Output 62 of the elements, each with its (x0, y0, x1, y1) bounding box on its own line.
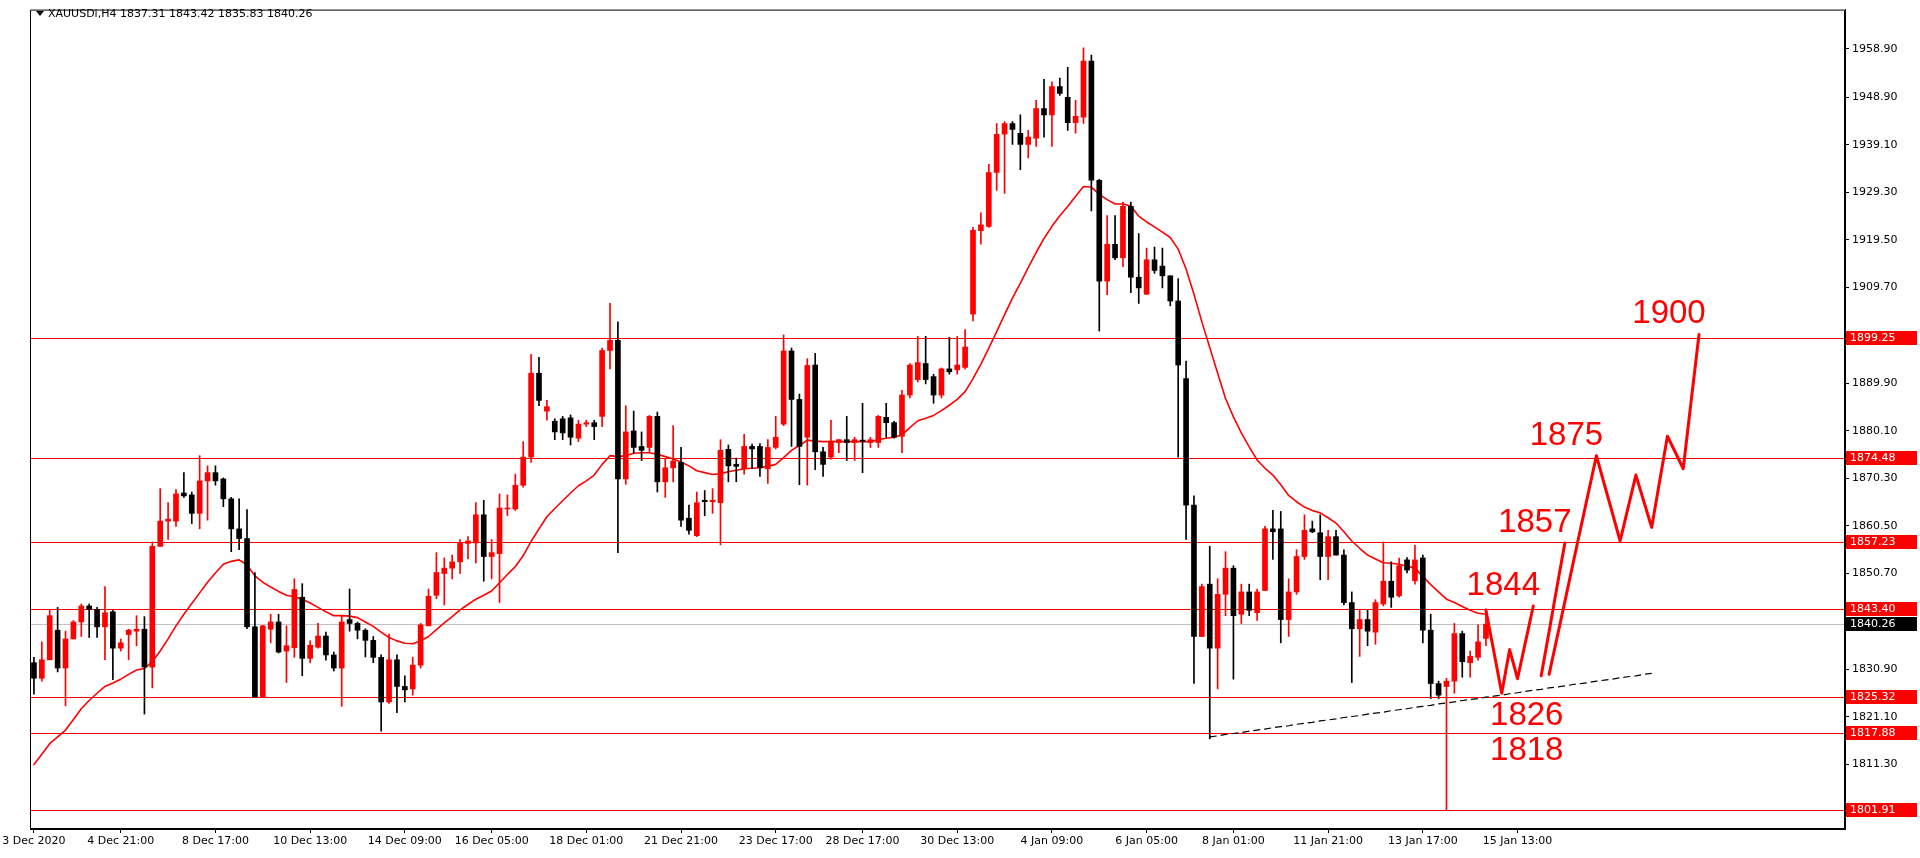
annotation: 1818 (1490, 729, 1564, 767)
x-tick-label: 3 Dec 2020 (2, 834, 66, 848)
y-tick-label: 1870.30 (1852, 471, 1898, 485)
candlestick (544, 400, 550, 421)
x-tick-label: 4 Dec 21:00 (87, 834, 155, 848)
x-tick-label: 8 Dec 17:00 (181, 834, 249, 848)
candlestick (1135, 233, 1142, 304)
y-tick-label: 1919.50 (1852, 232, 1898, 246)
ref-line-label: 1874.48 (1850, 451, 1896, 465)
candlestick (402, 675, 408, 703)
x-tick-label: 8 Jan 01:00 (1202, 834, 1265, 848)
y-tick-label: 1830.90 (1852, 662, 1898, 676)
candlestick (591, 419, 598, 440)
data-label: 1875 (1529, 414, 1604, 452)
candlestick (733, 457, 740, 483)
x-tick-label: 13 Jan 17:00 (1387, 834, 1458, 848)
ref-line-label: 1817.88 (1850, 726, 1896, 740)
ref-line-label: 1825.32 (1850, 690, 1896, 704)
candlestick (1041, 79, 1047, 138)
candlestick (441, 557, 448, 606)
candlestick (978, 212, 984, 245)
x-tick-label: 15 Jan 13:00 (1482, 834, 1553, 848)
y-tick-label: 1850.70 (1852, 566, 1898, 580)
data-label: 1844 (1466, 564, 1540, 602)
x-tick-label: 11 Jan 21:00 (1293, 834, 1363, 848)
ref-line-label: 1843.40 (1850, 602, 1896, 616)
y-tick-label: 1889.90 (1852, 376, 1898, 390)
ref-line-label: 1899.25 (1850, 331, 1896, 345)
ref-line-label: 1840.26 (1850, 617, 1896, 631)
x-tick-label: 28 Dec 17:00 (825, 834, 900, 848)
candlestick (181, 472, 187, 498)
y-tick-label: 1948.90 (1852, 90, 1898, 104)
x-tick-label: 10 Dec 13:00 (273, 834, 348, 848)
x-tick-label: 23 Dec 17:00 (738, 834, 813, 848)
candlestick (749, 443, 755, 470)
x-tick-label: 14 Dec 09:00 (367, 834, 442, 848)
y-tick-label: 1958.90 (1852, 41, 1898, 55)
y-tick-label: 1821.10 (1852, 709, 1898, 723)
data-label: 1857 (1498, 501, 1572, 539)
candlestick (236, 498, 242, 551)
x-tick-label: 16 Dec 05:00 (454, 834, 529, 848)
candlestick (883, 402, 890, 438)
y-tick-label: 1909.70 (1852, 280, 1898, 294)
x-tick-label: 4 Jan 09:00 (1020, 834, 1084, 848)
data-label: 1826 (1490, 694, 1564, 732)
x-tick-label: 21 Dec 21:00 (644, 834, 719, 848)
x-tick-label: 18 Dec 01:00 (549, 834, 624, 848)
ref-line-label: 1801.91 (1850, 803, 1896, 817)
y-tick-label: 1939.10 (1852, 137, 1898, 151)
candlestick (1270, 510, 1276, 560)
candlestick (701, 490, 708, 517)
x-tick-label: 6 Jan 05:00 (1115, 834, 1178, 848)
x-tick-label: 30 Dec 13:00 (920, 834, 995, 848)
candlestick (843, 416, 850, 461)
candlestick (86, 603, 93, 638)
y-tick-label: 1860.50 (1852, 518, 1898, 532)
y-tick-label: 1811.30 (1852, 757, 1898, 771)
y-tick-label: 1929.30 (1852, 185, 1898, 199)
chart-title: XAUUSDi,H4 1837.31 1843.42 1835.83 1840.26 (48, 7, 313, 20)
data-label: 1900 (1632, 293, 1706, 331)
ref-line-label: 1857.23 (1850, 535, 1896, 549)
y-tick-label: 1880.10 (1852, 423, 1898, 437)
